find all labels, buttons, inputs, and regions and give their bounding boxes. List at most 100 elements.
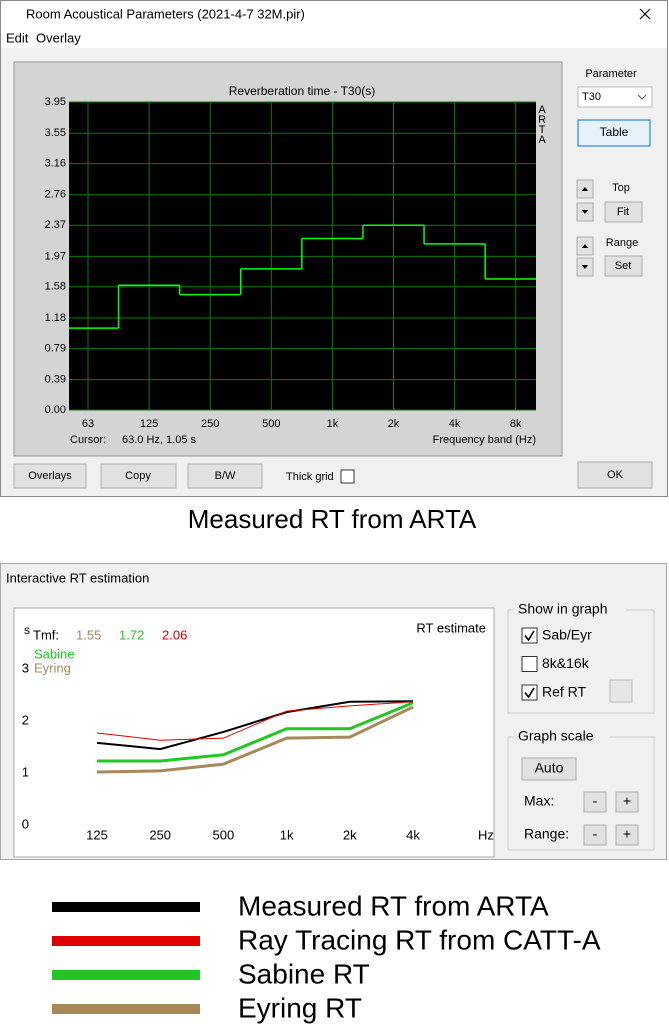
x-tick-label: 63 [82, 418, 94, 430]
legend-label: Eyring RT [238, 992, 362, 1023]
button[interactable] [604, 201, 643, 223]
button[interactable] [187, 463, 263, 489]
chevron [637, 94, 647, 100]
close-button[interactable] [639, 8, 651, 20]
y-tick-label: 2.37 [45, 219, 66, 231]
window-title: Interactive RT estimation [6, 570, 149, 585]
button[interactable] [583, 824, 607, 846]
checkbox[interactable] [521, 627, 538, 644]
check [524, 687, 535, 699]
button[interactable] [615, 791, 639, 813]
window-title: Room Acoustical Parameters (2021-4-7 32M… [26, 6, 305, 21]
x-tick-label: 1k [280, 827, 294, 842]
select-value: T30 [582, 91, 601, 103]
y-tick-label: 0.00 [45, 404, 66, 416]
button[interactable] [577, 461, 653, 489]
y-tick-label: 1.97 [45, 250, 66, 262]
x-tick-label: 4k [449, 418, 461, 430]
inline-label: Eyring [34, 660, 71, 675]
button-label: Copy [125, 470, 151, 482]
checkbox-label: Thick grid [286, 471, 334, 483]
menu-bar [1, 28, 667, 48]
legend-label: Measured RT from ARTA [238, 890, 549, 921]
button[interactable] [615, 824, 639, 846]
button-label: Auto [535, 760, 564, 776]
button-label: + [623, 793, 631, 809]
group-title: Graph scale [518, 728, 594, 744]
y-tick-label: 0.39 [45, 373, 66, 385]
y-tick-label: 1.58 [45, 281, 66, 293]
cursor-label: Cursor: [70, 434, 106, 446]
label: Parameter [585, 68, 637, 80]
label: Range: [524, 826, 569, 842]
button-label: Fit [617, 206, 629, 218]
x-tick-label: 250 [201, 418, 219, 430]
y-tick-label: 3.95 [45, 96, 66, 108]
y-tick-label: 3 [22, 660, 29, 675]
group-title-bg [514, 727, 610, 745]
check [524, 630, 535, 642]
inline-label: Sabine [34, 646, 74, 661]
y-tick-label: 0.79 [45, 342, 66, 354]
checkbox-label: 8k&16k [542, 655, 590, 671]
button[interactable] [583, 791, 607, 813]
series-line [96, 705, 414, 774]
y-tick-label: 0 [22, 816, 29, 831]
tmf-value: 2.06 [162, 627, 187, 642]
checkbox[interactable] [340, 469, 355, 484]
label: Max: [524, 793, 554, 809]
x-tick-label: 250 [149, 827, 171, 842]
x-tick-label: 2k [388, 418, 400, 430]
checkbox[interactable] [521, 656, 538, 672]
menu-item[interactable]: Edit [6, 30, 29, 45]
button-label: - [593, 793, 598, 809]
menu-item[interactable]: Overlay [36, 30, 81, 45]
x-tick-label: 4k [406, 827, 420, 842]
checkbox[interactable] [521, 684, 538, 701]
select[interactable] [577, 86, 653, 108]
series-line [97, 701, 414, 763]
button[interactable] [521, 757, 577, 781]
tmf-value: 1.55 [76, 627, 101, 642]
checkbox-label: Ref RT [542, 684, 587, 700]
y-tick-label: 1.18 [45, 312, 66, 324]
button[interactable] [577, 119, 651, 147]
tmf-value: 1.72 [119, 627, 144, 642]
y-tick-label: 1 [22, 764, 29, 779]
tmf-label: Tmf: [33, 627, 59, 642]
chart-title: RT estimate [416, 620, 486, 635]
legend-label: Sabine RT [238, 958, 370, 989]
caption: Measured RT from ARTA [188, 504, 477, 534]
button-label: B/W [215, 470, 236, 482]
cursor-value: 63.0 Hz, 1.05 s [122, 434, 196, 446]
x-tick-label: 1k [327, 418, 339, 430]
y-tick-label: 3.55 [45, 127, 66, 139]
x-tick-label: 500 [213, 827, 235, 842]
button[interactable] [13, 463, 87, 489]
button[interactable] [604, 255, 643, 277]
group-title: Show in graph [518, 601, 608, 617]
x-axis-label: Hz [478, 827, 494, 842]
x-axis-label: Frequency band (Hz) [433, 434, 536, 446]
button-label: Table [600, 125, 629, 139]
button-label: OK [607, 469, 624, 481]
y-tick-label: 3.16 [45, 158, 66, 170]
button[interactable] [100, 463, 177, 489]
x-tick-label: 125 [140, 418, 158, 430]
color-swatch[interactable] [609, 679, 633, 703]
x-tick-label: 500 [262, 418, 280, 430]
watermark: ARTA [536, 104, 548, 144]
series-line [96, 700, 414, 751]
button-label: - [593, 826, 598, 842]
series-line [96, 701, 414, 741]
legend-label: Ray Tracing RT from CATT-A [238, 924, 601, 955]
group-title-bg [514, 600, 626, 618]
label: Range [606, 237, 638, 249]
button-label: Overlays [28, 470, 72, 482]
x-tick-label: 8k [510, 418, 522, 430]
checkbox-label: Sab/Eyr [542, 627, 592, 643]
y-tick-label: 2.76 [45, 189, 66, 201]
x-tick-label: 125 [86, 827, 108, 842]
button-label: + [623, 826, 631, 842]
